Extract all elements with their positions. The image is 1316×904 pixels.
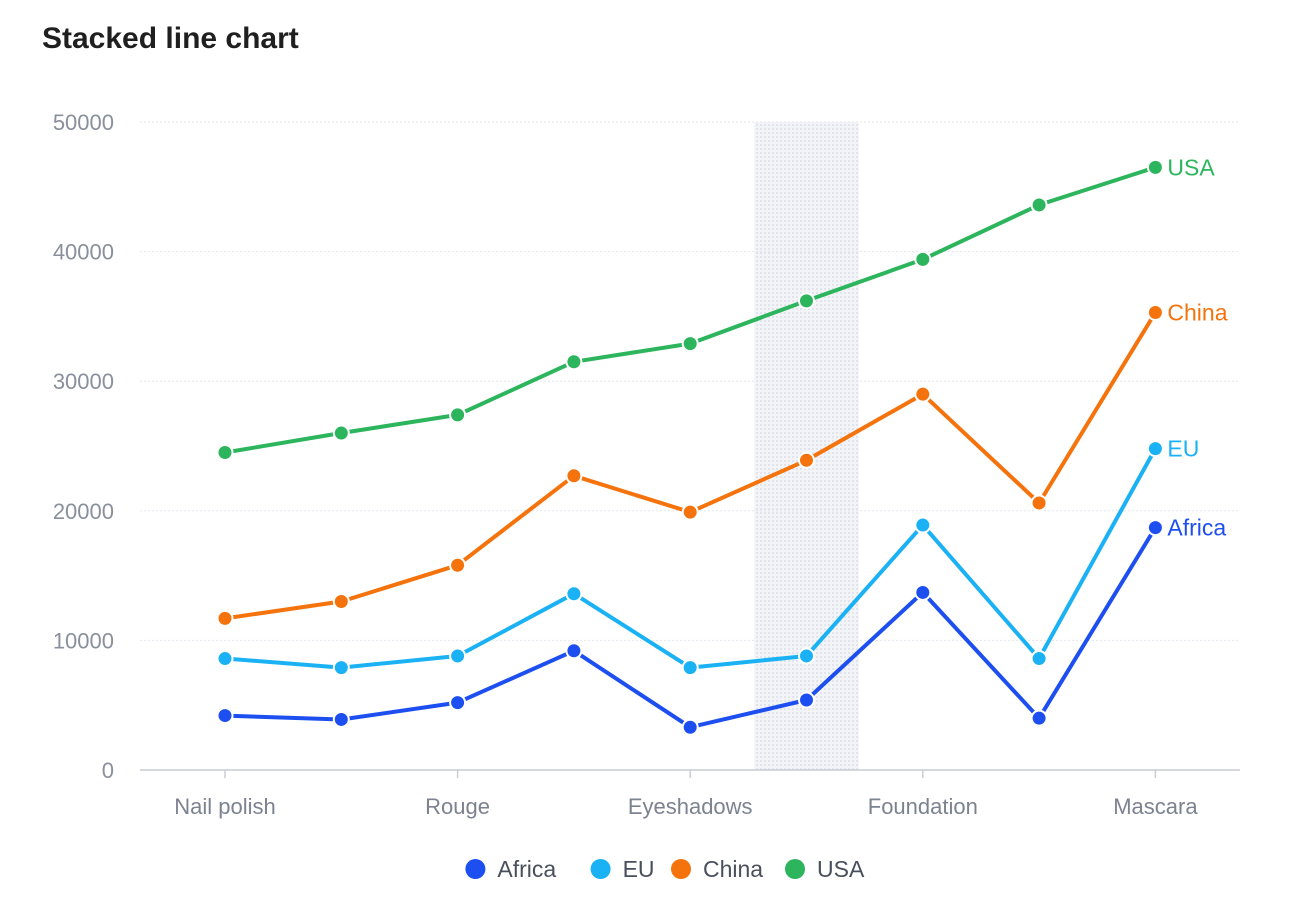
data-point-africa[interactable] <box>1030 709 1048 727</box>
legend-swatch-africa <box>465 859 486 879</box>
data-point-africa[interactable] <box>798 691 815 709</box>
data-point-china[interactable] <box>681 503 699 521</box>
data-point-africa[interactable] <box>914 583 932 601</box>
data-point-china[interactable] <box>798 451 815 469</box>
x-tick-label: Rouge <box>425 794 490 819</box>
data-point-africa[interactable] <box>216 707 234 725</box>
y-tick-label: 0 <box>102 758 114 783</box>
data-point-china[interactable] <box>565 467 583 485</box>
y-tick-label: 30000 <box>53 369 114 394</box>
data-point-china[interactable] <box>216 609 234 627</box>
data-point-usa[interactable] <box>798 292 815 310</box>
legend-label-africa: Africa <box>497 856 556 882</box>
end-labels: Africa EU China USA <box>1167 154 1227 540</box>
x-tick-label: Foundation <box>868 794 978 819</box>
x-tick-label: Mascara <box>1113 794 1198 819</box>
data-point-usa[interactable] <box>216 443 234 461</box>
series-line-usa <box>223 165 1158 455</box>
crosshair-band <box>754 122 859 770</box>
series-china <box>216 304 1164 627</box>
series-usa <box>216 158 1164 461</box>
legend-label-usa: USA <box>817 856 865 882</box>
data-point-eu[interactable] <box>1030 650 1048 668</box>
data-point-eu[interactable] <box>1146 440 1164 458</box>
legend-item-africa[interactable]: Africa <box>465 856 556 882</box>
data-point-eu[interactable] <box>565 585 583 603</box>
end-label-china: China <box>1167 300 1227 326</box>
data-point-china[interactable] <box>1146 304 1164 322</box>
legend-label-eu: EU <box>623 856 655 882</box>
data-point-eu[interactable] <box>332 659 350 677</box>
axes: 0 10000 20000 30000 40000 50000 Nail polish Rou… <box>53 110 1240 819</box>
data-point-africa[interactable] <box>332 710 350 728</box>
data-point-eu[interactable] <box>681 659 699 677</box>
y-tick-label: 20000 <box>53 499 114 524</box>
data-point-usa[interactable] <box>565 353 583 371</box>
data-point-eu[interactable] <box>914 516 932 534</box>
data-point-africa[interactable] <box>1146 519 1164 537</box>
data-point-china[interactable] <box>449 556 467 574</box>
data-point-eu[interactable] <box>449 647 467 665</box>
series-lines <box>216 158 1164 736</box>
legend-swatch-usa <box>785 859 805 879</box>
y-tick-label: 40000 <box>53 240 114 265</box>
hover-highlight-band <box>754 122 859 770</box>
data-point-africa[interactable] <box>449 694 467 712</box>
data-point-usa[interactable] <box>1146 158 1164 176</box>
end-label-usa: USA <box>1167 154 1215 180</box>
legend-item-usa[interactable]: USA <box>785 856 865 882</box>
data-point-africa[interactable] <box>565 642 583 660</box>
data-point-eu[interactable] <box>216 650 234 668</box>
data-point-usa[interactable] <box>1030 196 1048 214</box>
legend-item-china[interactable]: China <box>671 856 763 882</box>
end-label-eu: EU <box>1167 436 1199 462</box>
data-point-china[interactable] <box>914 385 932 403</box>
data-point-usa[interactable] <box>332 424 350 442</box>
x-tick-label: Nail polish <box>174 794 276 819</box>
series-eu <box>216 440 1164 677</box>
data-point-usa[interactable] <box>449 406 467 424</box>
end-label-africa: Africa <box>1167 515 1226 541</box>
y-tick-label: 50000 <box>53 110 114 135</box>
data-point-usa[interactable] <box>914 250 932 268</box>
series-line-china <box>223 310 1158 621</box>
data-point-china[interactable] <box>1030 494 1048 512</box>
y-tick-label: 10000 <box>53 628 114 653</box>
data-point-africa[interactable] <box>681 718 699 736</box>
legend-label-china: China <box>703 856 763 882</box>
series-africa <box>216 519 1164 736</box>
legend[interactable]: Africa EU China USA <box>465 856 865 882</box>
grid-lines <box>140 121 1240 641</box>
legend-swatch-eu <box>590 859 611 879</box>
legend-swatch-china <box>671 859 691 879</box>
legend-item-eu[interactable]: EU <box>590 856 655 882</box>
data-point-usa[interactable] <box>681 335 699 353</box>
chart-title: Stacked line chart <box>42 22 299 55</box>
data-point-eu[interactable] <box>798 647 815 665</box>
data-point-china[interactable] <box>332 593 350 611</box>
x-tick-label: Eyeshadows <box>628 794 753 819</box>
series-line-africa <box>223 525 1158 730</box>
